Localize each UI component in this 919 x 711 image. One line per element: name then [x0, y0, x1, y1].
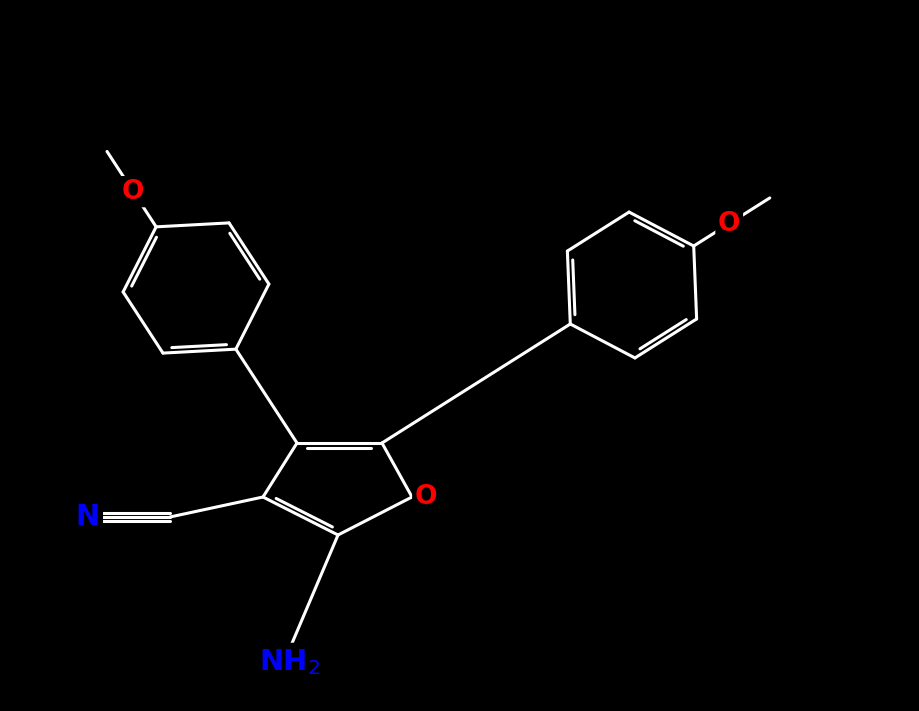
Text: O: O — [718, 210, 741, 237]
Text: N: N — [76, 503, 100, 531]
Text: O: O — [414, 484, 437, 510]
Text: NH$_2$: NH$_2$ — [259, 647, 321, 677]
Text: O: O — [122, 178, 144, 205]
